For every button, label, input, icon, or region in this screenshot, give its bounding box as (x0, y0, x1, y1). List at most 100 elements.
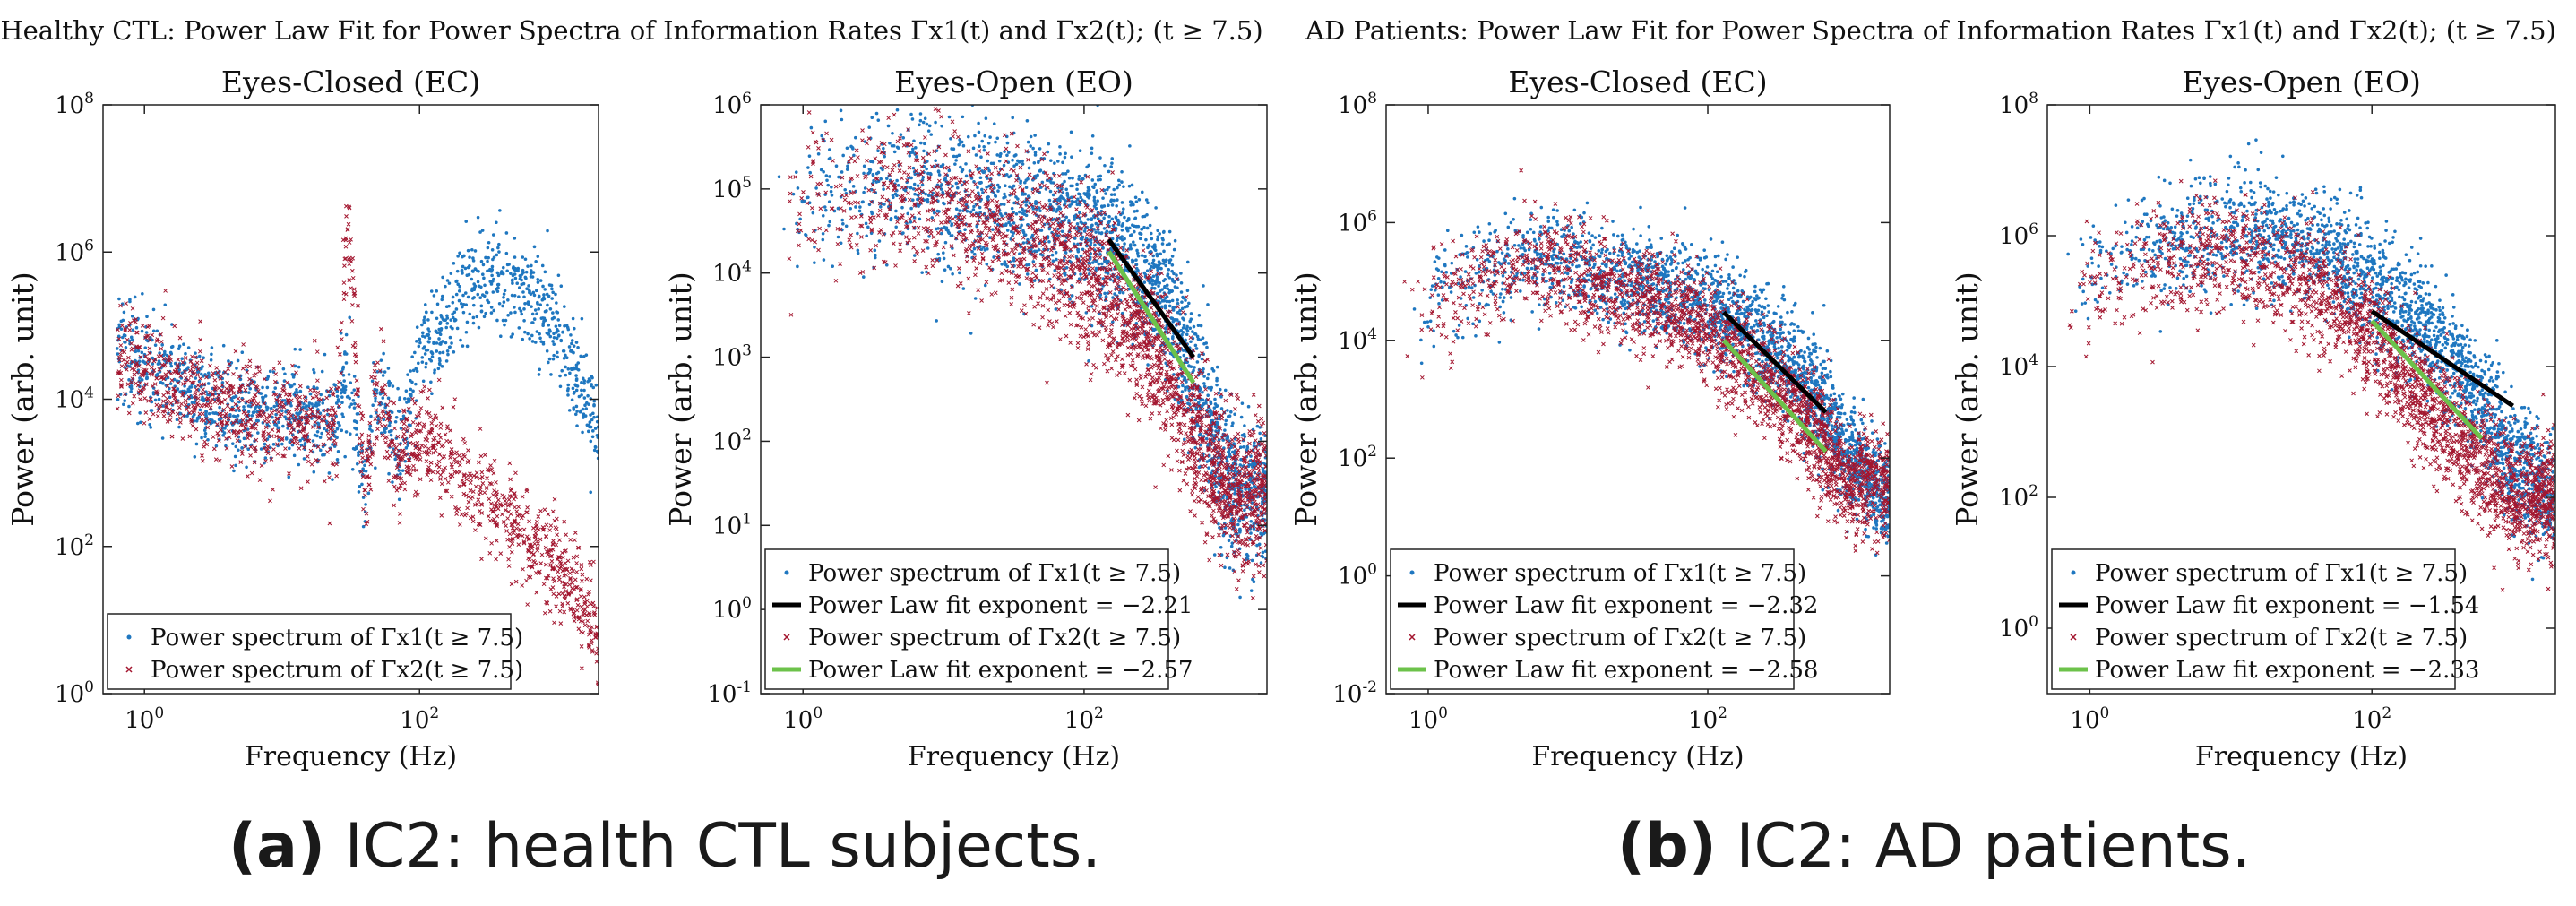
data-point (444, 488, 448, 494)
data-point (961, 168, 965, 172)
data-point (444, 426, 450, 431)
data-point (508, 488, 513, 493)
data-point (556, 569, 561, 574)
data-point (288, 392, 292, 397)
data-point (227, 359, 230, 363)
data-point (1002, 203, 1006, 206)
data-point (379, 358, 383, 362)
data-point (1120, 201, 1124, 204)
data-point (340, 401, 344, 405)
data-point (1076, 250, 1081, 254)
data-point (263, 456, 268, 460)
data-point (397, 469, 401, 472)
data-point (1251, 577, 1254, 582)
data-point (1113, 193, 1116, 196)
data-point (297, 411, 301, 416)
data-point (393, 473, 398, 479)
data-point (444, 341, 448, 345)
data-point (1123, 215, 1126, 220)
data-point (495, 513, 500, 519)
tick-label-part: 8 (84, 90, 94, 108)
data-point (504, 251, 509, 255)
data-point (978, 234, 982, 238)
data-point (452, 397, 458, 401)
data-point (122, 333, 126, 337)
data-point (552, 332, 556, 336)
data-point (522, 330, 527, 334)
data-point (367, 475, 372, 480)
data-point (464, 493, 469, 498)
data-point (1101, 196, 1105, 200)
data-point (340, 337, 344, 341)
data-point (398, 483, 403, 488)
data-point (526, 264, 530, 268)
data-point (1134, 258, 1138, 262)
data-point (438, 426, 444, 430)
data-point (134, 349, 138, 354)
data-point (328, 412, 333, 418)
data-point (1216, 422, 1219, 427)
data-point (248, 444, 254, 450)
data-point (330, 461, 335, 466)
data-point (497, 301, 502, 306)
data-point (229, 407, 234, 412)
data-point (1021, 211, 1025, 215)
data-point (457, 484, 462, 488)
data-point (568, 538, 573, 542)
data-point (1027, 263, 1031, 267)
data-point (130, 346, 135, 351)
data-point (1101, 277, 1106, 280)
data-point (1134, 224, 1139, 229)
data-point (479, 304, 484, 308)
data-point (290, 443, 295, 447)
data-point (205, 425, 211, 430)
data-point (935, 183, 940, 187)
data-point (431, 418, 436, 422)
data-point (447, 439, 452, 444)
data-point (513, 237, 517, 240)
data-point (220, 383, 225, 388)
data-point (195, 416, 200, 420)
data-point (180, 357, 184, 361)
data-point (163, 289, 168, 293)
data-point (483, 283, 487, 288)
data-point (134, 360, 140, 366)
data-point (306, 438, 312, 444)
data-point (424, 435, 429, 440)
data-point (1237, 519, 1242, 523)
data-point (527, 303, 530, 306)
data-point (130, 315, 134, 318)
data-point (143, 354, 148, 359)
data-point (384, 402, 390, 408)
data-point (874, 111, 879, 116)
data-point (489, 306, 494, 309)
data-point (331, 443, 334, 446)
data-point (894, 225, 898, 229)
data-point (131, 328, 135, 332)
data-point (526, 300, 530, 304)
data-point (384, 449, 390, 454)
data-point (185, 414, 189, 418)
data-point (347, 240, 352, 245)
data-point (527, 519, 531, 524)
data-point (470, 519, 476, 524)
data-point (439, 481, 444, 487)
data-point (971, 208, 976, 211)
data-point (954, 154, 959, 159)
data-point (152, 382, 158, 386)
data-point (351, 287, 357, 292)
data-point (449, 272, 453, 275)
data-point (401, 421, 407, 427)
data-point (250, 397, 255, 402)
data-point (892, 150, 897, 154)
data-point (935, 319, 938, 323)
data-point (461, 305, 464, 309)
data-point (547, 294, 551, 298)
data-point (198, 392, 203, 397)
data-point (453, 460, 459, 465)
data-point (431, 437, 436, 443)
data-point (169, 378, 175, 383)
data-point (458, 522, 462, 527)
data-point (871, 173, 875, 177)
data-point (343, 388, 348, 392)
